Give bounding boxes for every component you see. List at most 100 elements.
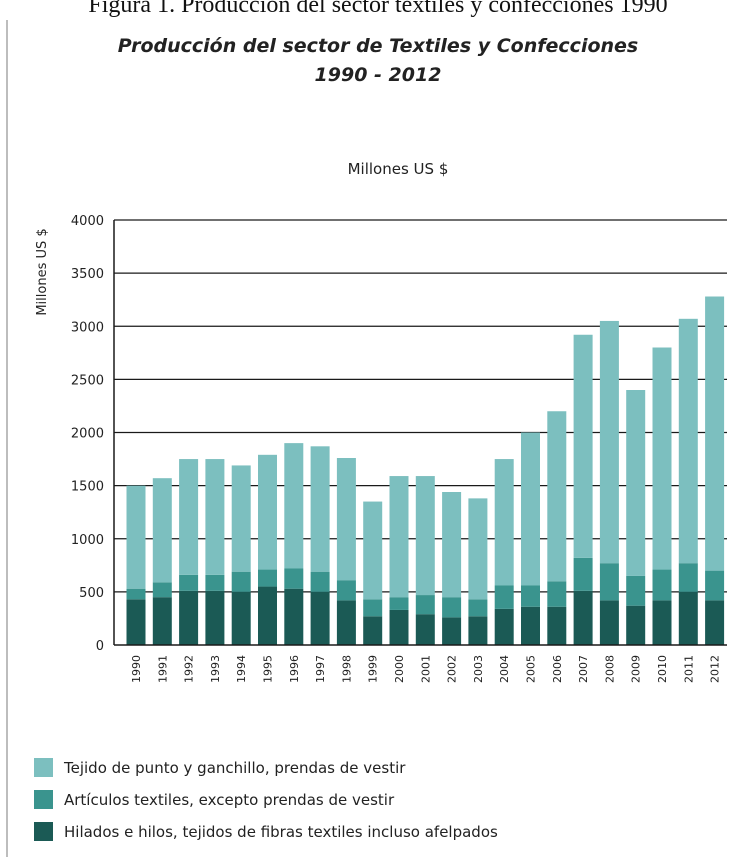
bar-segment-2003-s2 [468,498,488,600]
x-tick-label-2008: 2008 [603,655,616,683]
x-tick-label-2012: 2012 [709,655,722,683]
bar-segment-1992-s1 [179,574,199,591]
y-tick-label: 2500 [71,373,104,388]
unit-label: Millones US $ [348,160,449,178]
y-tick-label: 0 [96,639,104,654]
bar-segment-1995-s1 [258,569,277,587]
bar-segment-2009-s2 [626,390,646,576]
bar-segment-1997-s1 [310,571,330,592]
legend-label: Artículos textiles, excepto prendas de v… [64,791,395,809]
chart-title: Producción del sector de Textiles y Conf… [118,35,638,57]
x-tick-label-2007: 2007 [577,655,590,683]
bar-segment-2000-s2 [389,476,409,598]
bar-segment-2010-s1 [652,569,672,601]
bar-segment-2005-s2 [521,432,540,586]
bar-segment-2011-s1 [678,563,698,592]
y-tick-label: 1500 [71,480,104,495]
bar-segment-2011-s0 [678,591,698,645]
bar-segment-1999-s0 [363,616,383,645]
bar-segment-1990-s1 [126,588,146,600]
bar-segment-2004-s2 [494,459,514,586]
x-tick-label-1992: 1992 [183,655,196,683]
bar-segment-2007-s1 [573,557,593,591]
bar-segment-2012-s0 [705,600,725,645]
bar-segment-2003-s0 [468,616,488,645]
y-tick-label: 1000 [71,533,104,548]
bar-segment-1991-s2 [152,478,172,583]
bar-segment-1998-s1 [336,580,356,601]
x-tick-label-2003: 2003 [472,655,485,683]
x-tick-label-2006: 2006 [551,655,564,683]
bar-segment-2006-s0 [547,606,567,645]
bar-segment-2003-s1 [468,599,488,617]
bar-segment-2009-s1 [626,575,646,606]
bar-segment-1992-s0 [179,590,199,645]
bar-segment-2005-s1 [521,585,540,607]
bar-segment-1996-s2 [284,443,304,569]
bar-segment-2010-s0 [652,600,672,645]
figure-caption: Figura 1. Producción del sector textiles… [88,0,668,18]
x-tick-label-2010: 2010 [656,655,669,683]
bar-segment-2004-s0 [494,608,514,645]
x-tick-label-1997: 1997 [314,655,327,683]
bar-segment-1994-s0 [231,591,251,645]
x-tick-label-1999: 1999 [367,655,380,683]
bar-segment-2007-s2 [573,334,593,558]
bar-segment-1998-s2 [336,458,356,581]
bar-segment-2011-s2 [678,318,698,564]
x-tick-label-2002: 2002 [446,655,459,683]
x-tick-label-1998: 1998 [340,655,353,683]
bar-segment-1994-s2 [231,465,251,572]
y-tick-label: 3500 [71,267,104,282]
bar-segment-1997-s2 [310,446,330,572]
x-tick-label-1995: 1995 [262,655,275,683]
x-tick-label-2005: 2005 [525,655,538,683]
x-tick-label-2001: 2001 [419,655,432,683]
bar-segment-2001-s0 [415,614,435,645]
x-tick-label-2000: 2000 [393,655,406,683]
y-axis-label: Millones US $ [35,228,50,315]
bar-segment-2007-s0 [573,590,593,645]
bar-segment-2002-s2 [442,492,462,598]
left-rule [6,20,8,857]
x-tick-label-2004: 2004 [498,655,511,683]
bar-segment-2008-s0 [599,600,619,645]
legend-label: Tejido de punto y ganchillo, prendas de … [63,759,406,777]
bar-segment-1992-s2 [179,459,199,575]
bar-segment-2000-s0 [389,609,409,645]
bar-segment-2002-s0 [442,617,462,645]
legend-swatch [34,822,53,841]
bar-segment-1994-s1 [231,571,251,592]
bar-segment-2005-s0 [521,606,540,645]
bar-segment-2010-s2 [652,347,672,570]
bar-segment-2009-s0 [626,605,646,645]
bar-segment-2006-s2 [547,411,567,582]
bar-segment-2001-s2 [415,476,435,596]
x-tick-label-2009: 2009 [630,655,643,683]
x-tick-label-1996: 1996 [288,655,301,683]
bar-segment-2006-s1 [547,581,567,607]
y-tick-label: 500 [79,586,104,601]
x-tick-label-1991: 1991 [156,655,169,683]
legend-label: Hilados e hilos, tejidos de fibras texti… [64,823,498,841]
bar-segment-1993-s0 [205,590,225,645]
bar-segment-2000-s1 [389,597,409,610]
bar-segment-1993-s2 [205,459,225,575]
x-tick-label-1990: 1990 [130,655,143,683]
y-tick-label: 2000 [71,427,104,442]
bar-segment-1996-s1 [284,568,304,589]
y-tick-label: 3000 [71,320,104,335]
bar-segment-1998-s0 [336,600,356,645]
bar-segment-1999-s1 [363,599,383,617]
bar-segment-1990-s0 [126,599,146,645]
y-tick-label: 4000 [71,214,104,229]
bar-segment-2004-s1 [494,585,514,609]
bar-segment-2002-s1 [442,597,462,618]
legend-swatch [34,790,53,809]
bar-segment-2008-s1 [599,563,619,601]
bar-segment-2012-s2 [705,296,725,571]
x-tick-label-1993: 1993 [209,655,222,683]
bar-segment-1996-s0 [284,588,304,645]
bar-segment-2012-s1 [705,570,725,601]
